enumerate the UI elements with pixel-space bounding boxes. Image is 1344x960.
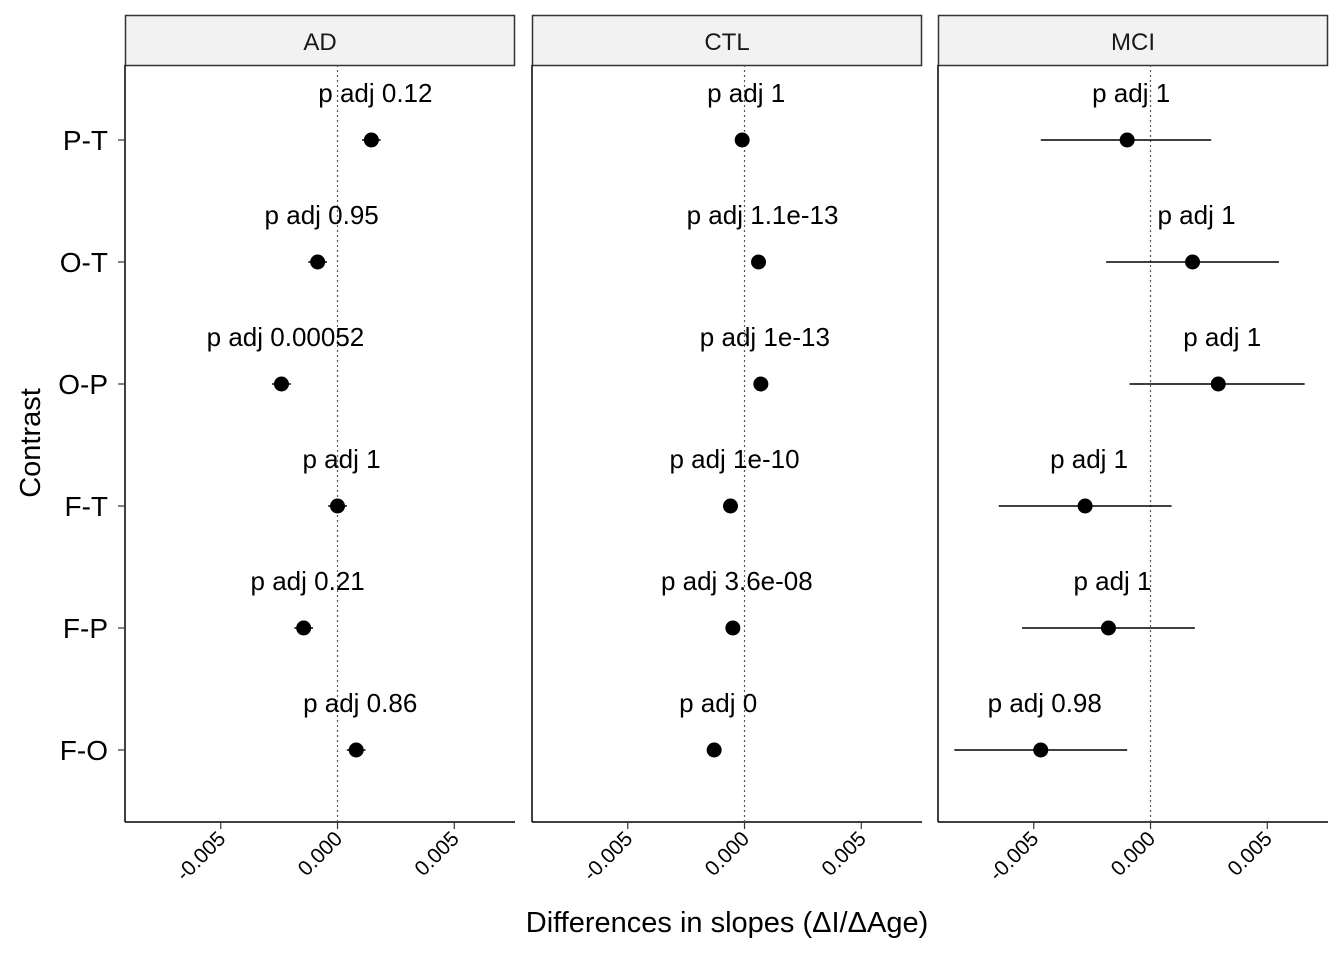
p-value-label: p adj 1	[1158, 200, 1236, 230]
data-point	[363, 132, 379, 148]
x-tick-label: 0.005	[1223, 827, 1276, 880]
y-tick-label: F-O	[60, 735, 108, 766]
x-tick-label: -0.005	[985, 827, 1043, 885]
data-point	[734, 132, 750, 148]
data-point	[348, 742, 364, 758]
facet-strip-label: CTL	[704, 29, 749, 56]
data-point	[296, 620, 312, 636]
y-axis: P-T O-T O-P F-T F-P F-O	[58, 125, 125, 766]
p-value-label: p adj 1	[1092, 78, 1170, 108]
x-tick-label: -0.005	[172, 827, 230, 885]
facet-strip	[531, 14, 923, 67]
x-tick-label: -0.005	[579, 827, 637, 885]
facet-strip	[124, 14, 516, 67]
p-value-label: p adj 0.21	[251, 566, 365, 596]
data-point	[1100, 620, 1116, 636]
data-point	[1077, 498, 1093, 514]
p-value-label: p adj 0.98	[988, 688, 1102, 718]
panel-mci: MCI -0.005 0.000 0.005 p adj 1 p adj 1 p adj 1…	[937, 14, 1329, 886]
data-point	[1033, 742, 1049, 758]
y-tick-label: F-P	[63, 613, 108, 644]
data-point	[723, 498, 739, 514]
y-axis-title: Contrast	[15, 388, 47, 498]
panel-ad: AD -0.005 0.000 0.005 p adj 0.12 p adj 0.95 p …	[124, 14, 516, 886]
y-tick-label: O-P	[58, 369, 108, 400]
x-tick-label: 0.000	[1107, 827, 1160, 880]
data-point	[706, 742, 722, 758]
p-value-label: p adj 1	[302, 444, 380, 474]
facet-strip-label: MCI	[1111, 29, 1155, 56]
facet-strip-label: AD	[303, 29, 336, 56]
x-tick-label: 0.000	[294, 827, 347, 880]
p-value-label: p adj 1	[1073, 566, 1151, 596]
data-point	[753, 376, 769, 392]
p-value-label: p adj 1e-10	[669, 444, 799, 474]
p-value-label: p adj 0.12	[318, 78, 432, 108]
p-value-label: p adj 3.6e-08	[661, 566, 813, 596]
x-tick-label: 0.005	[817, 827, 870, 880]
x-axis-title: Differences in slopes (ΔI/ΔAge)	[526, 907, 929, 939]
y-tick-label: F-T	[64, 491, 108, 522]
p-value-label: p adj 1.1e-13	[687, 200, 839, 230]
data-point	[1119, 132, 1135, 148]
y-tick-label: O-T	[60, 247, 108, 278]
p-value-label: p adj 1	[1183, 322, 1261, 352]
panels-layer: AD -0.005 0.000 0.005 p adj 0.12 p adj 0.95 p …	[124, 14, 1329, 886]
p-value-label: p adj 1	[1050, 444, 1128, 474]
data-point	[725, 620, 741, 636]
data-point	[330, 498, 346, 514]
p-value-label: p adj 1e-13	[700, 322, 830, 352]
p-value-label: p adj 1	[707, 78, 785, 108]
p-value-label: p adj 0.00052	[207, 322, 365, 352]
data-point	[1210, 376, 1226, 392]
x-tick-label: 0.000	[701, 827, 754, 880]
panel-ctl: CTL -0.005 0.000 0.005 p adj 1 p adj 1.1e-13 p…	[531, 14, 923, 886]
data-point	[273, 376, 289, 392]
data-point	[310, 254, 326, 270]
p-value-label: p adj 0	[679, 688, 757, 718]
y-tick-label: P-T	[63, 125, 108, 156]
p-value-label: p adj 0.95	[265, 200, 379, 230]
facet-strip	[937, 14, 1329, 67]
x-tick-label: 0.005	[410, 827, 463, 880]
p-value-label: p adj 0.86	[303, 688, 417, 718]
data-point	[1185, 254, 1201, 270]
data-point	[751, 254, 767, 270]
